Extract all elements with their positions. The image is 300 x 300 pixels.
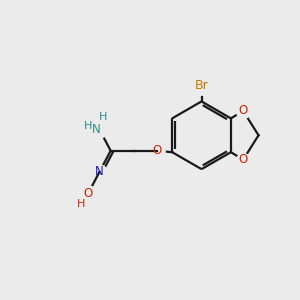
- Text: O: O: [84, 187, 93, 200]
- Text: H: H: [77, 199, 85, 209]
- Text: O: O: [238, 153, 248, 166]
- Text: H: H: [84, 121, 92, 131]
- Text: N: N: [92, 123, 101, 136]
- Text: N: N: [95, 165, 104, 178]
- Text: O: O: [238, 104, 248, 118]
- Text: H: H: [99, 112, 107, 122]
- Text: Br: Br: [195, 79, 208, 92]
- Text: O: O: [152, 144, 161, 157]
